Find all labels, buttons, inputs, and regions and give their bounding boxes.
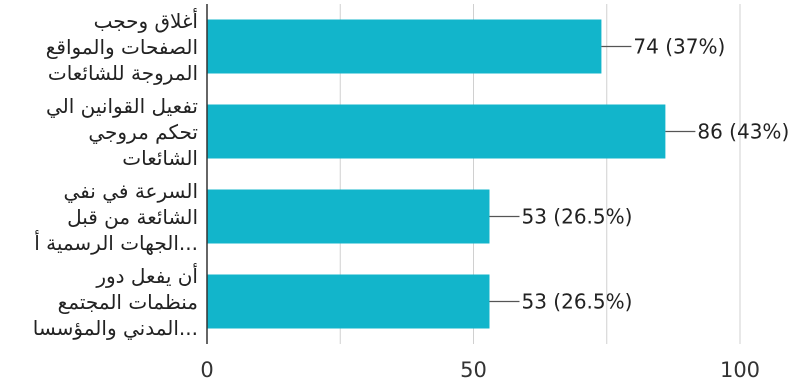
category-label-line: المروجة للشائعات bbox=[47, 60, 198, 85]
category-label-line: منظمات المجتمع bbox=[57, 289, 198, 314]
category-label-line: تحكم مروجي bbox=[88, 119, 198, 144]
bar bbox=[207, 19, 602, 74]
data-label: 74 (37%) bbox=[633, 35, 725, 59]
category-label: السرعة في نفي الشائعة من قبل ...الجهات الر… bbox=[0, 178, 198, 256]
category-label-line: ...المدني والمؤسسا bbox=[32, 315, 198, 340]
category-label-line: السرعة في نفي bbox=[63, 178, 198, 203]
data-label: 53 (26.5%) bbox=[521, 205, 632, 229]
category-label: أن يفعل دور منظمات المجتمع ...المدني والمؤ… bbox=[0, 263, 198, 341]
category-label-line: الشائعات bbox=[122, 145, 198, 170]
category-label-line: أن يفعل دور bbox=[96, 263, 198, 288]
category-label-line: الشائعة من قبل bbox=[67, 204, 198, 229]
bar bbox=[207, 189, 490, 244]
category-label-line: تفعيل القوانين الي bbox=[45, 93, 198, 118]
x-tick-label: 0 bbox=[200, 358, 213, 381]
data-label: 53 (26.5%) bbox=[521, 290, 632, 314]
x-tick-label: 100 bbox=[720, 358, 760, 381]
bar bbox=[207, 104, 666, 159]
category-label-line: الصفحات والمواقع bbox=[45, 34, 198, 59]
data-label: 86 (43%) bbox=[697, 120, 789, 144]
category-label: تفعيل القوانين الي تحكم مروجي الشائعات bbox=[0, 93, 198, 171]
category-label: أغلاق وحجب الصفحات والمواقع المروجة للشائع… bbox=[0, 8, 198, 86]
x-tick-label: 50 bbox=[460, 358, 487, 381]
category-label-line: ...الجهات الرسمية أ bbox=[34, 230, 198, 255]
category-label-line: أغلاق وحجب bbox=[93, 8, 198, 33]
bar bbox=[207, 274, 490, 329]
